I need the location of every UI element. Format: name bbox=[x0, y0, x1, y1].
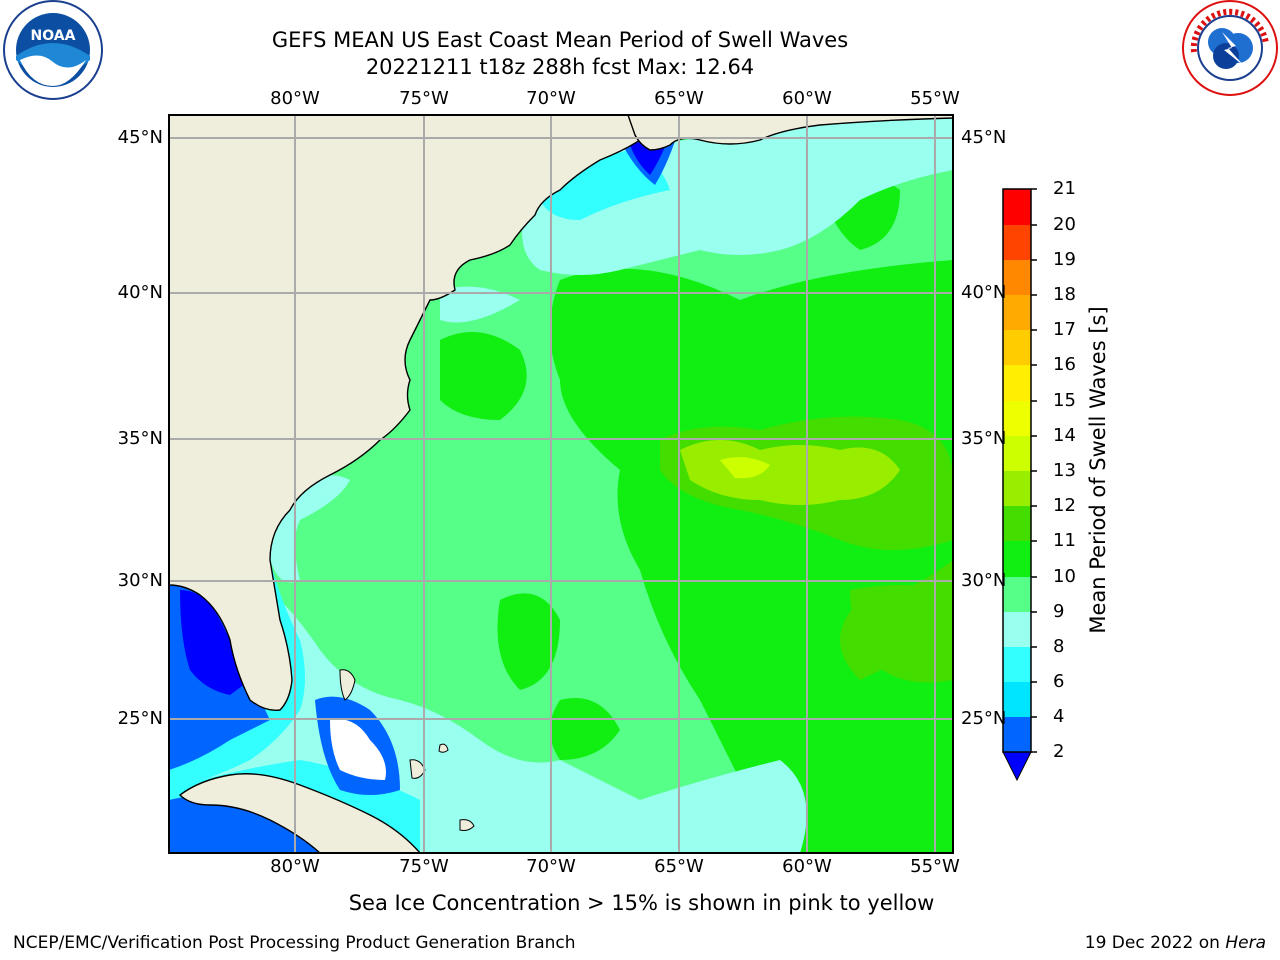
colorbar-10-11 bbox=[1003, 541, 1031, 577]
colorbar-tick-label: 2 bbox=[1053, 741, 1065, 762]
canada-maritimes-land bbox=[627, 115, 953, 151]
colorbar-16-17 bbox=[1003, 330, 1031, 365]
colorbar-tick-label: 6 bbox=[1053, 671, 1065, 692]
period-10-11-region bbox=[550, 260, 953, 853]
colorbar-tick-label: 15 bbox=[1053, 390, 1076, 411]
lat-label-left-35n: 35°N bbox=[117, 428, 163, 449]
colorbar-title: Mean Period of Swell Waves [s] bbox=[1086, 306, 1110, 634]
lon-label-top-55w: 55°W bbox=[910, 88, 960, 109]
colorbar-8-9 bbox=[1003, 612, 1031, 647]
period-12-13-region bbox=[680, 440, 900, 505]
footer-date-text: 19 Dec 2022 on bbox=[1084, 933, 1226, 953]
lon-label-top-65w: 65°W bbox=[654, 88, 704, 109]
colorbar-2-4 bbox=[1003, 717, 1031, 752]
lat-label-right-30n: 30°N bbox=[961, 570, 1007, 591]
colorbar-tick-label: 8 bbox=[1053, 636, 1065, 657]
colorbar-11-12 bbox=[1003, 506, 1031, 541]
period-below-2-region bbox=[180, 590, 250, 695]
noaa-logo: NOAA bbox=[3, 0, 103, 100]
chart-subtitle: 20221211 t18z 288h fcst Max: 12.64 bbox=[365, 55, 755, 79]
colorbar-12-13 bbox=[1003, 471, 1031, 506]
lat-label-left-30n: 30°N bbox=[117, 570, 163, 591]
footer-date: 19 Dec 2022 on Hera bbox=[1085, 933, 1266, 953]
lon-label-bottom-60w: 60°W bbox=[782, 856, 832, 877]
colorbar-tick-label: 9 bbox=[1053, 601, 1065, 622]
lat-label-left-45n: 45°N bbox=[117, 127, 163, 148]
lon-label-top-60w: 60°W bbox=[782, 88, 832, 109]
graticule bbox=[169, 115, 953, 853]
sea-ice-note: Sea Ice Concentration > 15% is shown in … bbox=[348, 891, 935, 915]
lat-label-right-40n: 40°N bbox=[961, 282, 1007, 303]
lon-label-top-80w: 80°W bbox=[270, 88, 320, 109]
lat-label-right-45n: 45°N bbox=[961, 127, 1007, 148]
colorbar-tick-label: 20 bbox=[1053, 214, 1076, 235]
us-east-coast-land bbox=[169, 115, 641, 711]
footer-host: Hera bbox=[1225, 933, 1266, 953]
colorbar-tick-label: 12 bbox=[1053, 495, 1076, 516]
colorbar-13-14 bbox=[1003, 436, 1031, 471]
lon-label-top-75w: 75°W bbox=[399, 88, 449, 109]
lat-label-right-25n: 25°N bbox=[961, 708, 1007, 729]
lon-label-bottom-55w: 55°W bbox=[910, 856, 960, 877]
colorbar-tick-label: 11 bbox=[1053, 530, 1076, 551]
colorbar-17-18 bbox=[1003, 295, 1031, 330]
lon-label-bottom-75w: 75°W bbox=[399, 856, 449, 877]
lon-label-bottom-80w: 80°W bbox=[270, 856, 320, 877]
lat-label-right-35n: 35°N bbox=[961, 428, 1007, 449]
colorbar-18-19 bbox=[1003, 260, 1031, 295]
colorbar-15-16 bbox=[1003, 365, 1031, 401]
map-frame bbox=[168, 114, 954, 854]
colorbar-tick-label: 17 bbox=[1053, 319, 1076, 340]
lon-label-bottom-65w: 65°W bbox=[654, 856, 704, 877]
colorbar-20-21 bbox=[1003, 189, 1031, 225]
colorbar-tick-label: 4 bbox=[1053, 706, 1065, 727]
colorbar-tick-label: 18 bbox=[1053, 284, 1076, 305]
colorbar-tick-label: 13 bbox=[1053, 460, 1076, 481]
lat-label-left-40n: 40°N bbox=[117, 282, 163, 303]
lon-label-bottom-70w: 70°W bbox=[526, 856, 576, 877]
colorbar-9-10 bbox=[1003, 577, 1031, 612]
colorbar-19-20 bbox=[1003, 225, 1031, 260]
colorbar-6-8 bbox=[1003, 647, 1031, 682]
colorbar-4-6 bbox=[1003, 682, 1031, 717]
colorbar-14-15 bbox=[1003, 401, 1031, 436]
lat-label-left-25n: 25°N bbox=[117, 708, 163, 729]
colorbar-tick-label: 16 bbox=[1053, 354, 1076, 375]
lon-label-top-70w: 70°W bbox=[526, 88, 576, 109]
footer-branch: NCEP/EMC/Verification Post Processing Pr… bbox=[13, 933, 576, 953]
colorbar-tick-label: 10 bbox=[1053, 566, 1076, 587]
colorbar-tick-label: 14 bbox=[1053, 425, 1076, 446]
chart-title: GEFS MEAN US East Coast Mean Period of S… bbox=[271, 28, 849, 52]
colorbar-extend-triangle bbox=[1002, 751, 1032, 782]
colorbar-tick-label: 19 bbox=[1053, 249, 1076, 270]
cuba-land bbox=[178, 773, 421, 853]
svg-text:NOAA: NOAA bbox=[31, 28, 76, 44]
nws-logo bbox=[1182, 0, 1278, 96]
colorbar-tick-label: 21 bbox=[1053, 178, 1076, 199]
colorbar bbox=[1002, 188, 1037, 782]
